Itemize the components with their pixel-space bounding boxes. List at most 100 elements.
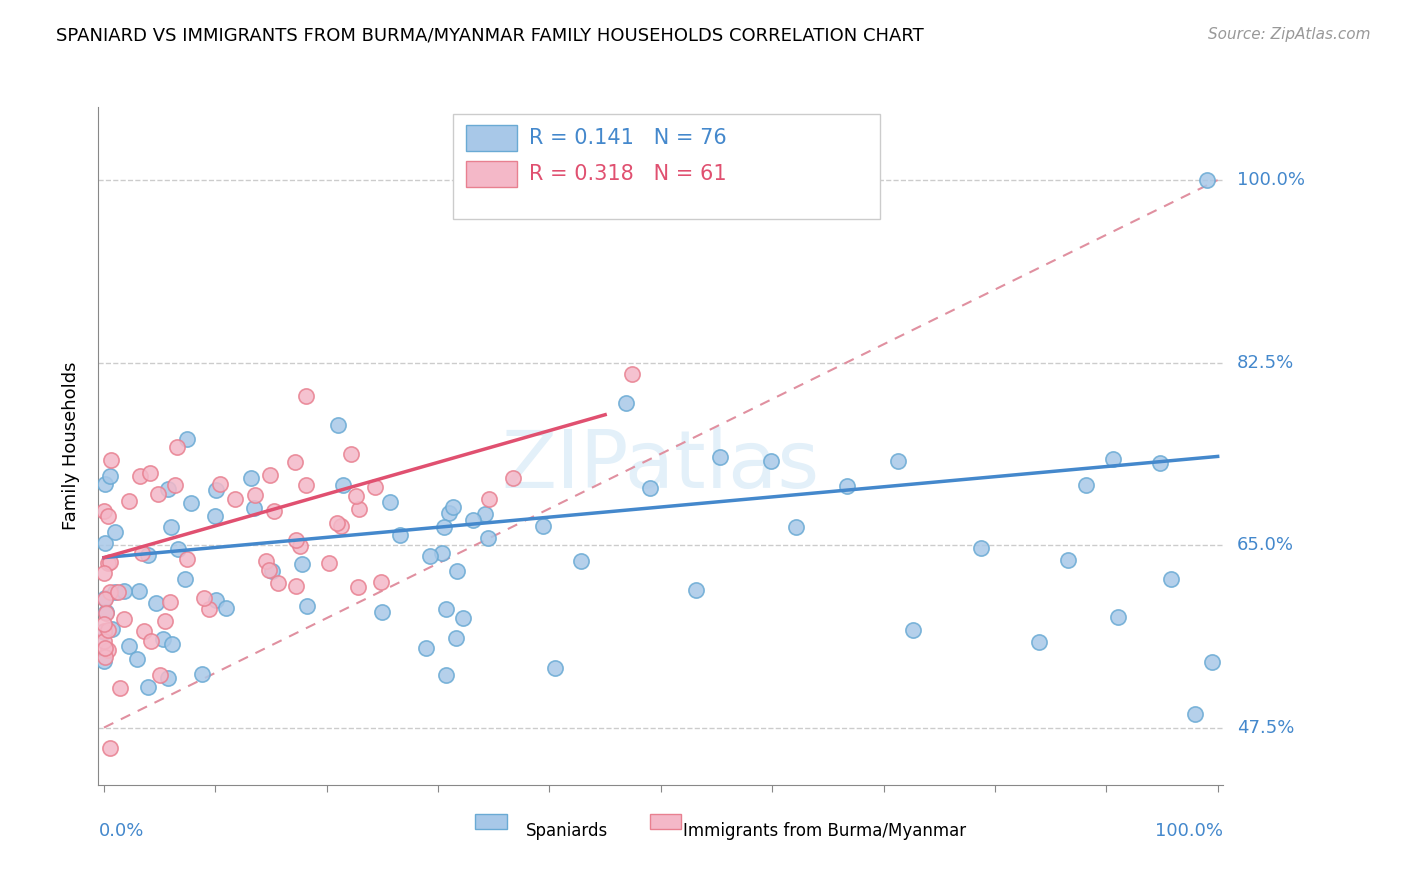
Point [139,466,162,480]
Point [128,584,150,599]
Point [96,606,118,620]
Point [93,654,115,668]
Point [157,671,180,685]
Point [205,593,228,607]
Point [160,520,183,534]
Point [136,680,159,694]
Point [153,615,176,629]
Text: SPANIARD VS IMMIGRANTS FROM BURMA/MYANMAR FAMILY HOUSEHOLDS CORRELATION CHART: SPANIARD VS IMMIGRANTS FROM BURMA/MYANMA… [56,27,924,45]
Point [887,453,910,467]
Point [93,624,115,638]
Point [502,471,524,485]
Point [1195,173,1218,187]
Point [267,576,290,591]
Point [96,605,118,619]
Point [160,637,183,651]
Point [433,519,456,533]
Point [709,450,731,464]
Point [1028,635,1050,649]
Text: 0.0%: 0.0% [98,822,143,840]
Point [215,600,238,615]
Point [98,741,121,756]
Point [93,592,115,607]
Point [128,468,150,483]
Point [125,652,148,666]
Point [146,487,169,501]
Point [453,611,475,625]
Point [437,507,460,521]
Point [97,556,120,570]
Point [364,480,387,494]
Point [290,540,312,554]
Point [118,639,141,653]
Point [159,594,181,608]
Point [295,389,318,403]
Point [97,508,120,523]
FancyBboxPatch shape [467,126,517,151]
Point [191,667,214,681]
Point [98,555,121,569]
Point [145,596,167,610]
Point [478,491,501,506]
Point [1057,553,1080,567]
Point [370,574,392,589]
Point [837,479,859,493]
Text: Source: ZipAtlas.com: Source: ZipAtlas.com [1208,27,1371,42]
Point [284,579,307,593]
Point [329,519,352,533]
Point [136,548,159,562]
Point [441,500,464,515]
Point [284,533,307,547]
Text: R = 0.141   N = 76: R = 0.141 N = 76 [529,128,727,148]
Point [93,616,115,631]
Point [326,418,349,433]
Point [163,477,186,491]
FancyBboxPatch shape [650,814,681,829]
Point [93,504,115,518]
Point [1102,451,1125,466]
Point [166,541,188,556]
Point [461,513,484,527]
Text: 65.0%: 65.0% [1237,536,1294,554]
Point [104,584,127,599]
Point [638,481,661,495]
Point [94,476,117,491]
FancyBboxPatch shape [467,161,517,187]
Point [347,502,370,516]
Point [430,546,453,560]
Point [104,524,127,539]
Point [477,531,499,545]
Point [371,605,394,619]
Text: 82.5%: 82.5% [1237,353,1294,372]
Point [180,496,202,510]
Text: ZIPatlas: ZIPatlas [502,427,820,506]
Point [131,547,153,561]
Point [149,668,172,682]
Point [94,650,117,665]
FancyBboxPatch shape [475,814,506,829]
Text: R = 0.318   N = 61: R = 0.318 N = 61 [529,164,727,184]
Point [260,564,283,578]
Point [970,541,993,556]
Point [291,557,314,571]
Point [344,489,367,503]
Point [245,488,267,502]
Point [94,641,117,656]
Point [388,528,411,542]
Point [173,572,195,586]
Point [157,482,180,496]
Point [97,642,120,657]
Point [295,599,318,613]
Text: Spaniards: Spaniards [526,822,607,840]
Point [332,478,354,492]
Point [543,661,565,675]
Point [434,668,457,682]
Point [204,508,226,523]
Point [93,566,115,581]
Point [284,455,307,469]
Point [685,582,707,597]
Point [98,584,121,599]
Point [242,500,264,515]
Point [415,640,437,655]
Point [378,494,401,508]
